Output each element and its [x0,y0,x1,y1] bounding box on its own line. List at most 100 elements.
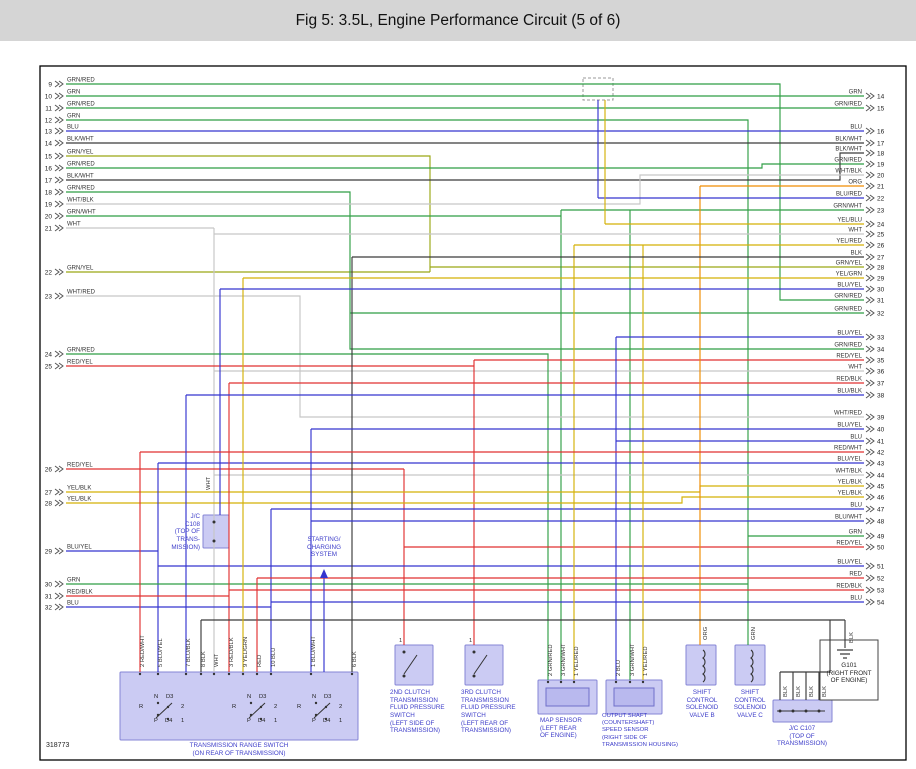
left-wire-label: WHT/RED [67,290,96,296]
jc-c107-splice-dot [778,709,782,713]
diagram-border [39,65,907,761]
right-wire-label: RED/BLK [836,377,862,383]
right-pin-number: 43 [877,461,885,468]
trs-contact-dot [314,713,318,717]
gear-position-label: R [139,704,143,710]
trs-pin-dot [199,672,203,676]
left-wire-label: WHT/BLK [67,198,94,204]
right-wire-label: WHT/RED [834,411,863,417]
jc-c107-splice-dot [804,709,808,713]
right-wire-label: WHT/BLK [835,469,862,475]
right-wire-label: BLU/YEL [837,423,862,429]
component-label-shift-solenoid-b: SHIFT CONTROL SOLENOID VALVE B [685,689,719,720]
component-label-shift-solenoid-c: SHIFT CONTROL SOLENOID VALVE C [733,689,767,720]
solenoid-coil-c [750,649,754,683]
right-wire-label: GRN/RED [834,158,862,164]
gear-position-label: P [154,718,158,724]
right-wire-label: RED/YEL [836,541,862,547]
left-pin-number: 30 [45,582,53,589]
left-connector-chevron-icon [54,116,64,124]
right-pin-number: 17 [877,141,885,148]
trs-pin-dot [350,672,354,676]
right-wire-label: GRN/RED [834,307,862,313]
right-pin-number: 32 [877,311,885,318]
left-connector-chevron-icon [54,499,64,507]
left-wire-label: BLU [67,125,79,131]
wire-grn-red [66,83,864,301]
right-connector-chevron-icon [865,263,875,271]
right-connector-chevron-icon [865,194,875,202]
left-wire-label: GRN/WHT [67,210,96,216]
right-pin-number: 38 [877,393,885,400]
switch-contact-dot [402,650,406,654]
right-pin-number: 54 [877,600,885,607]
right-connector-chevron-icon [865,253,875,261]
output-pin-label: 3 GRN/WHT [630,643,636,676]
left-pin-number: 29 [45,549,53,556]
right-pin-number: 22 [877,196,885,203]
left-connector-chevron-icon [54,268,64,276]
gear-position-label: N [247,694,251,700]
trs-pin-label: 6 BLK [352,651,358,667]
right-wire-label: BLU [850,596,862,602]
left-pin-number: 12 [45,118,53,125]
left-pin-number: 24 [45,352,53,359]
wire-wht-red [66,295,864,418]
wire-grn-yel [66,155,431,272]
trs-pin-dot [156,672,160,676]
component-label-g101-ground: G101 (RIGHT FRONT OF ENGINE) [826,662,872,685]
wire-grn-red [66,353,549,680]
left-pin-number: 18 [45,190,53,197]
gear-position-label: D3 [166,694,173,700]
right-pin-number: 47 [877,507,885,514]
right-pin-number: 21 [877,184,885,191]
right-pin-number: 20 [877,173,885,180]
component-label-jc-c107: J/C C107 (TOP OF TRANSMISSION) [776,725,828,748]
left-wire-label: GRN/RED [67,348,95,354]
right-wire-label: BLU/YEL [837,560,862,566]
switch-contact-dot [472,650,476,654]
output-pin-label: 1 YEL/RED [643,646,649,676]
starting-charging-arrow [320,569,328,578]
left-connector-chevron-icon [54,152,64,160]
left-pin-number: 16 [45,166,53,173]
component-label-map-sensor: MAP SENSOR (LEFT REAR OF ENGINE) [540,717,582,740]
output-pin-label: 2 BLU [616,660,622,676]
trs-pin-dot [184,672,188,676]
jc-c107-pin-label: BLK [822,686,828,697]
right-pin-number: 52 [877,576,885,583]
right-pin-number: 48 [877,519,885,526]
left-wire-label: BLU/YEL [67,545,92,551]
g101-pin-label: BLK [849,632,855,643]
right-connector-chevron-icon [865,437,875,445]
left-wire-label: GRN [67,114,80,120]
right-connector-chevron-icon [865,471,875,479]
left-connector-chevron-icon [54,603,64,611]
trs-contact-dot [249,713,253,717]
right-wire-label: GRN/RED [834,294,862,300]
right-connector-chevron-icon [865,532,875,540]
sensor-pin-dot [614,680,618,684]
map-sensor-inner [545,687,590,707]
jc-c108-wire-label: WHT [206,476,212,490]
trs-pin-dot [241,672,245,676]
left-connector-chevron-icon [54,176,64,184]
right-connector-chevron-icon [865,149,875,157]
left-wire-label: GRN/RED [67,78,95,84]
left-pin-number: 15 [45,154,53,161]
trs-pin-label: 5 BLU/YEL [158,638,164,667]
trs-pin-label: 1 BLU/WHT [311,636,317,667]
right-wire-label: GRN/RED [834,343,862,349]
solenoid-coil-b [702,649,706,683]
left-wire-label: GRN/RED [67,162,95,168]
right-connector-chevron-icon [865,543,875,551]
right-wire-label: BLU [850,125,862,131]
left-pin-number: 19 [45,202,53,209]
sensor-pin-dot [572,680,576,684]
left-connector-chevron-icon [54,80,64,88]
map-pin-label: 2 GRN/RED [548,644,554,676]
left-connector-chevron-icon [54,188,64,196]
left-wire-label: GRN/YEL [67,150,94,156]
left-pin-number: 23 [45,294,53,301]
